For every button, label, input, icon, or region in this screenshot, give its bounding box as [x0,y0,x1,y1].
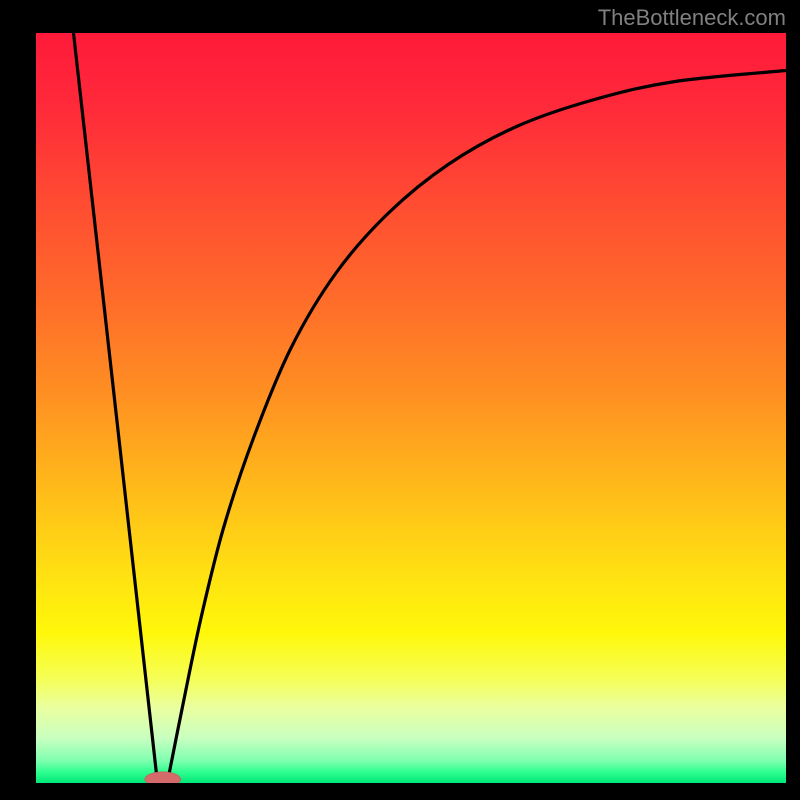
plot-area [36,33,786,783]
gradient-background [36,33,786,783]
watermark-text: TheBottleneck.com [598,5,786,31]
chart-container: { "canvas": { "width": 800, "height": 80… [0,0,800,800]
